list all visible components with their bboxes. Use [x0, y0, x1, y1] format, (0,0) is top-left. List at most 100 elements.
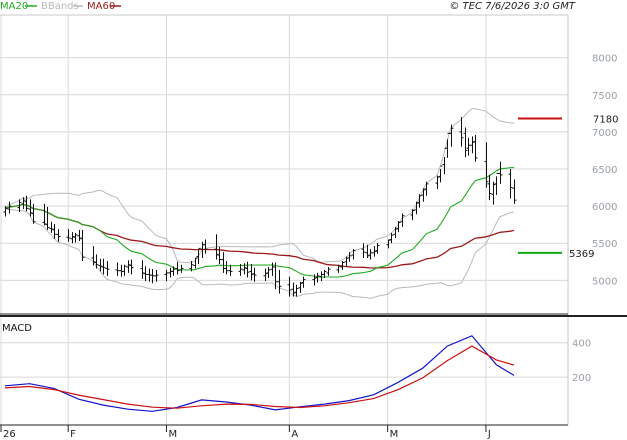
ohlc-bar	[463, 127, 468, 158]
ohlc-bar	[171, 266, 176, 276]
ohlc-bar	[438, 165, 443, 183]
ohlc-bar	[245, 261, 250, 278]
ohlc-bar	[7, 201, 12, 214]
ohlc-bar	[319, 271, 324, 282]
ma60-line	[4, 203, 515, 269]
ohlc-bar	[80, 229, 85, 262]
ohlc-bar	[91, 246, 96, 266]
ohlc-bar	[365, 244, 370, 259]
ohlc-bar	[424, 181, 429, 196]
price-tick-label: 7500	[592, 91, 617, 102]
price-grid	[0, 15, 568, 314]
ohlc-bar	[315, 272, 320, 283]
ohlc-bar	[487, 174, 492, 201]
ohlc-bar	[389, 232, 394, 244]
ohlc-bar	[217, 246, 222, 264]
legend-ma60-label: MA60	[87, 1, 115, 12]
ohlc-bar	[449, 124, 454, 147]
ohlc-bar	[140, 260, 145, 279]
ohlc-bar	[224, 261, 229, 275]
price-levels: 7180 5369	[518, 115, 618, 260]
ohlc-bar	[42, 203, 47, 226]
ohlc-bar	[168, 267, 173, 278]
ohlc-bar	[164, 269, 169, 282]
x-axis-labels: 26 F M A M J	[0, 425, 491, 440]
macd-grid	[0, 318, 568, 425]
ohlc-bar	[340, 261, 345, 270]
ohlc-bar	[410, 209, 415, 221]
ohlc-bar	[129, 259, 134, 275]
ohlc-bar	[242, 263, 247, 275]
ohlc-bar	[3, 206, 8, 217]
ohlc-bar	[150, 269, 155, 284]
ohlc-bar	[31, 203, 36, 224]
ohlc-bar	[238, 263, 243, 276]
ohlc-bar	[351, 249, 356, 260]
ohlc-bar	[375, 243, 380, 254]
ohlc-bar	[77, 229, 82, 241]
ohlc-bar	[56, 229, 61, 242]
ohlc-bar	[94, 254, 99, 269]
ohlc-bar	[445, 132, 450, 158]
ma20-path	[4, 167, 515, 278]
ohlc-bar	[459, 117, 464, 147]
price-tick-label: 7000	[592, 128, 617, 139]
ohlc-bar	[386, 239, 391, 249]
legend: MA20 BBands MA60	[0, 1, 121, 12]
ma60-path	[4, 203, 515, 269]
ohlc-bar	[393, 226, 398, 239]
month-tick-label: M	[168, 429, 177, 440]
ohlc-bar	[494, 172, 499, 195]
ohlc-bar	[336, 264, 341, 273]
ohlc-bar	[273, 262, 278, 290]
month-tick-label: J	[487, 429, 491, 440]
price-tick-label: 6000	[592, 202, 617, 213]
ohlc-bar	[466, 137, 471, 156]
copyright-text: © TEC 7/6/2026 3:0 GMT	[449, 1, 576, 12]
ohlc-bar	[266, 266, 271, 279]
ohlc-bar	[294, 284, 299, 297]
ohlc-bar	[73, 232, 78, 243]
price-tick-label: 8000	[592, 54, 617, 65]
ohlc-bar	[143, 266, 148, 282]
ohlc-bar	[298, 281, 303, 293]
legend-bbands-label: BBands	[41, 1, 79, 12]
ohlc-bar	[179, 264, 184, 273]
ohlc-bar	[249, 263, 254, 281]
ohlc-bar	[291, 282, 296, 297]
ohlc-bar	[498, 161, 503, 184]
ohlc-bar	[421, 188, 426, 202]
signal-line	[4, 345, 515, 409]
macd-tick-label: 200	[572, 373, 591, 384]
ohlc-bar	[24, 195, 29, 212]
ohlc-bar	[414, 201, 419, 215]
ohlc-bar	[473, 134, 478, 162]
ohlc-bar	[154, 269, 159, 282]
ohlc-bar	[21, 197, 26, 210]
ohlc-bar	[347, 252, 352, 262]
ohlc-bar	[252, 267, 257, 282]
price-tick-label: 6500	[592, 165, 617, 176]
bollinger-bands	[4, 108, 515, 299]
month-tick-label: A	[291, 429, 298, 440]
macd-line	[4, 335, 515, 412]
legend-ma20-label: MA20	[0, 1, 28, 12]
ohlc-bar	[70, 232, 75, 244]
ohlc-bar	[115, 262, 120, 276]
ohlc-bar	[221, 252, 226, 273]
ohlc-bar	[122, 264, 127, 276]
price-level-label: 5369	[569, 249, 594, 260]
ohlc-bar	[287, 276, 292, 297]
macd-lines	[4, 335, 515, 412]
ohlc-bars	[3, 117, 517, 297]
ohlc-bar	[17, 199, 22, 213]
ohlc-bar	[196, 247, 201, 264]
ohlc-bar	[214, 234, 219, 260]
ohlc-bar	[52, 223, 57, 239]
ohlc-bar	[98, 258, 103, 272]
price-level-label: 7180	[593, 115, 618, 126]
month-tick-label: F	[70, 429, 76, 440]
price-tick-label: 5500	[592, 239, 617, 250]
ohlc-bar	[470, 136, 475, 154]
